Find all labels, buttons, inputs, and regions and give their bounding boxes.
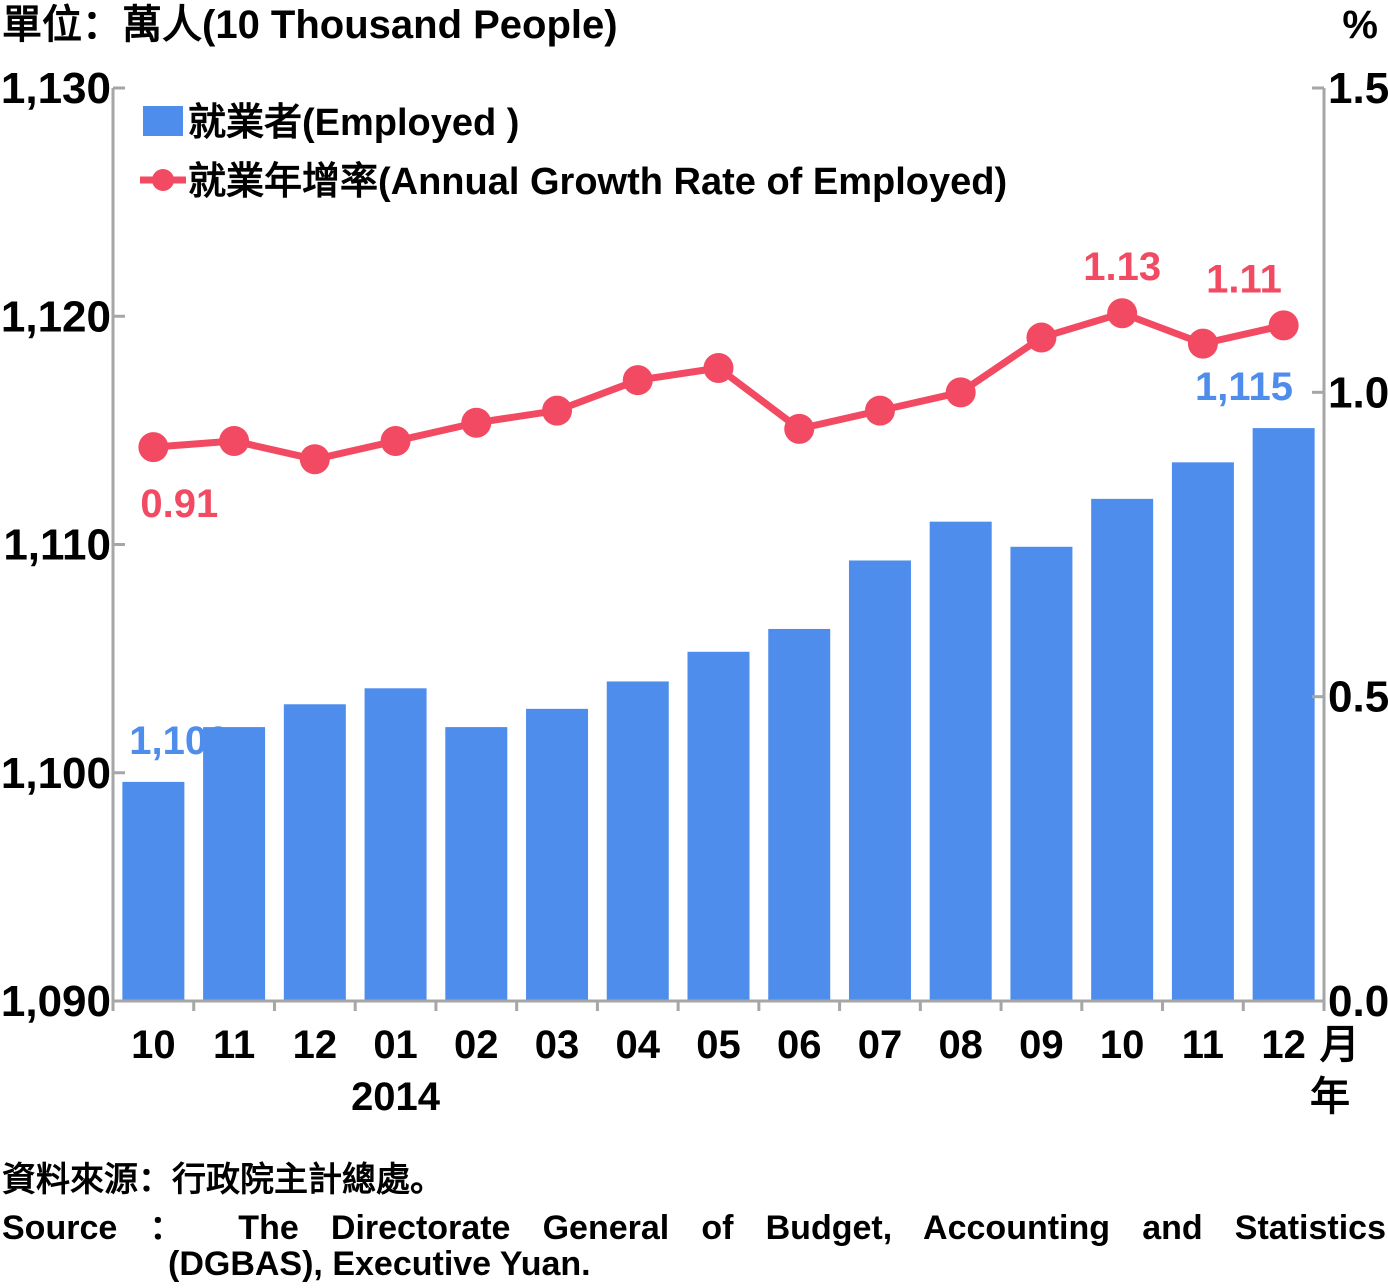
bar-0	[122, 781, 185, 1001]
bar-7	[687, 651, 750, 1001]
left-tick-label-4: 1,130	[1, 64, 111, 113]
x-tick-label-5: 03	[535, 1023, 580, 1067]
growth-rate-point-13	[1187, 328, 1218, 359]
growth-rate-line	[153, 309, 1285, 463]
x-tick-label-1: 11	[213, 1023, 255, 1067]
data-label-3: 1.13	[1083, 245, 1161, 289]
bar-6	[606, 681, 669, 1001]
legend-bar-swatch	[143, 106, 183, 136]
x-tick-label-3: 01	[373, 1023, 418, 1067]
left-tick-label-1: 1,100	[1, 749, 111, 798]
data-labels: 1,100 1,115 0.91 1.13 1.11	[129, 245, 1293, 763]
left-axis-ticks: 1,090 1,100 1,110 1,120 1,130	[1, 64, 111, 1026]
x-tick-label-6: 04	[616, 1023, 661, 1067]
x-axis-ticks: 10 11 12 01 02 03 04 05 06 07 08 09 10 11 12 月年 2014	[131, 1023, 1360, 1119]
x-tick-label-14: 12	[1261, 1023, 1306, 1067]
bar-1	[203, 727, 266, 1001]
x-tick-label-10: 08	[938, 1023, 983, 1067]
right-unit-label: %	[1342, 3, 1378, 47]
x-tick-label-7: 05	[696, 1023, 741, 1067]
bar-9	[848, 560, 911, 1001]
x-year-label: 2014	[351, 1075, 441, 1119]
growth-rate-point-10	[945, 377, 976, 408]
bar-10	[929, 521, 992, 1001]
data-label-2: 0.91	[140, 482, 218, 526]
bar-14	[1252, 428, 1315, 1001]
source-zh: 資料來源：行政院主計總處。	[2, 1161, 444, 1199]
growth-rate-point-12	[1107, 298, 1138, 329]
right-tick-label-1: 0.5	[1328, 673, 1388, 722]
bar-11	[1010, 546, 1073, 1001]
right-axis-ticks: 0.0 0.5 1.0 1.5	[1328, 64, 1388, 1026]
x-tick-label-11: 09	[1019, 1023, 1064, 1067]
bar-series	[122, 428, 1315, 1002]
growth-rate-point-14	[1268, 310, 1299, 341]
x-tick-label-0: 10	[131, 1023, 176, 1067]
right-tick-label-3: 1.5	[1328, 64, 1388, 113]
right-tick-label-2: 1.0	[1328, 368, 1388, 417]
growth-rate-point-0	[138, 432, 169, 463]
bar-4	[445, 727, 508, 1001]
x-tick-label-4: 02	[454, 1023, 499, 1067]
employment-chart: 單位：萬人(10 Thousand People) % 1,0901,1001,…	[1, 3, 1388, 1119]
x-tick-label-13: 11	[1182, 1023, 1224, 1067]
legend-bar-label: 就業者(Employed )	[188, 102, 519, 144]
x-tick-label-9: 07	[858, 1023, 903, 1067]
bar-8	[768, 628, 831, 1001]
bar-2	[283, 704, 346, 1001]
growth-rate-point-8	[784, 413, 815, 444]
line-series	[138, 298, 1299, 475]
x-year-suffix: 年	[1310, 1075, 1350, 1119]
x-tick-label-2: 12	[293, 1023, 338, 1067]
data-label-0: 1,100	[129, 719, 229, 763]
bar-3	[364, 688, 427, 1001]
growth-rate-point-6	[622, 365, 653, 396]
x-tick-label-8: 06	[777, 1023, 822, 1067]
right-tick-label-0: 0.0	[1328, 977, 1388, 1026]
growth-rate-point-11	[1026, 322, 1057, 353]
axes	[111, 86, 1326, 1011]
legend-line-marker	[152, 169, 174, 191]
bar-12	[1091, 498, 1154, 1001]
unit-label: 單位：萬人(10 Thousand People)	[2, 3, 618, 47]
left-tick-label-3: 1,120	[1, 292, 111, 341]
legend: 就業者(Employed ) 就業年增率(Annual Growth Rate …	[140, 102, 1007, 203]
source-en-line1: Source ： The Directorate General of Budg…	[2, 1209, 1386, 1247]
x-month-suffix: 月	[1320, 1023, 1360, 1067]
bar-5	[526, 708, 589, 1001]
growth-rate-point-3	[380, 426, 411, 457]
growth-rate-point-4	[461, 407, 492, 438]
growth-rate-point-1	[219, 426, 250, 457]
growth-rate-point-7	[703, 352, 734, 383]
growth-rate-point-2	[299, 444, 330, 475]
data-label-1: 1,115	[1195, 365, 1293, 409]
source-en-line2: (DGBAS), Executive Yuan.	[168, 1245, 591, 1283]
legend-line-label: 就業年增率(Annual Growth Rate of Employed)	[188, 161, 1007, 203]
bar-13	[1171, 462, 1234, 1002]
x-tick-label-12: 10	[1100, 1023, 1145, 1067]
growth-rate-point-5	[542, 395, 573, 426]
data-label-4: 1.11	[1206, 257, 1282, 301]
left-tick-label-2: 1,110	[3, 521, 111, 570]
growth-rate-point-9	[864, 395, 895, 426]
left-tick-label-0: 1,090	[1, 977, 111, 1026]
